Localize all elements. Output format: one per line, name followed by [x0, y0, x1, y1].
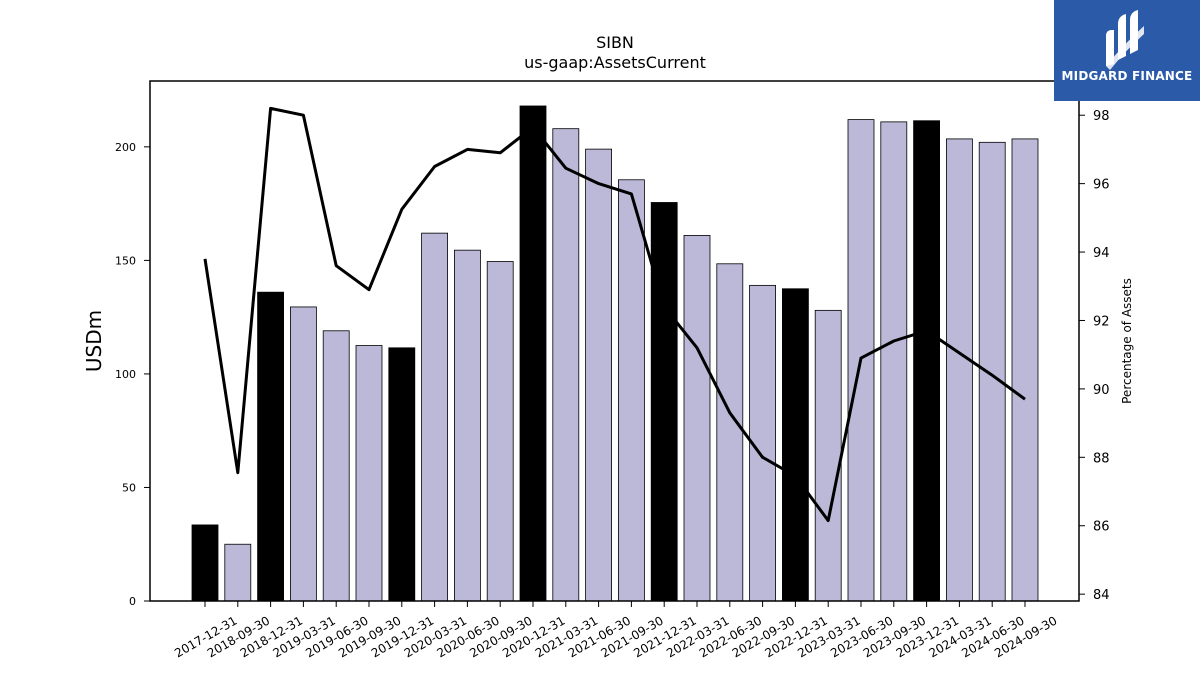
y2-axis-label: Percentage of Assets: [1120, 278, 1134, 404]
x-axis: 2017-12-312018-09-302018-12-312019-03-31…: [172, 601, 1060, 660]
y2-tick-label: 92: [1093, 314, 1110, 329]
y-axis-label: USDm: [82, 310, 106, 372]
brand-logo: MIDGARD FINANCE: [1054, 0, 1200, 101]
bar-2023-03-31: [814, 309, 842, 602]
bar-2023-09-30: [880, 121, 908, 602]
bar-2018-09-30: [224, 543, 252, 602]
bar-2022-03-31: [683, 235, 711, 602]
y-tick-label: 50: [122, 481, 136, 494]
plot-frame: [149, 80, 1080, 602]
bar-2021-06-30: [585, 148, 612, 602]
y2-tick-label: 84: [1093, 588, 1110, 603]
left-axis: 0 50 100 150 200: [115, 141, 150, 608]
y-tick-label: 100: [115, 368, 136, 381]
bar-2024-06-30: [978, 141, 1006, 602]
bar-2019-06-30: [322, 330, 350, 602]
logo-text: MIDGARD FINANCE: [1061, 69, 1193, 83]
bar-2024-03-31: [946, 138, 973, 602]
bar-2020-12-31: [519, 105, 547, 602]
bar-2022-06-30: [716, 263, 744, 602]
bar-2020-03-31: [421, 232, 449, 602]
logo-mark-icon: [1106, 10, 1144, 70]
bar-2019-12-31: [388, 347, 416, 602]
bar-2021-12-31: [650, 202, 678, 602]
bar-2021-03-31: [552, 128, 580, 602]
bar-2017-12-31: [191, 524, 219, 602]
percentage-line: [203, 106, 1026, 523]
y2-tick-label: 98: [1093, 109, 1110, 124]
bar-2019-09-30: [355, 345, 383, 602]
bar-2020-06-30: [453, 249, 481, 602]
y2-tick-label: 86: [1093, 520, 1110, 535]
bar-2022-12-31: [782, 288, 809, 602]
bar-2021-09-30: [618, 179, 645, 602]
chart-subtitle: us-gaap:AssetsCurrent: [524, 53, 706, 72]
y2-tick-label: 94: [1093, 246, 1110, 261]
y2-tick-label: 96: [1093, 178, 1110, 193]
line-group: [203, 106, 1026, 523]
y-tick-label: 0: [129, 595, 136, 608]
y-tick-label: 150: [115, 254, 136, 267]
y-tick-label: 200: [115, 141, 136, 154]
bar-2024-09-30: [1011, 138, 1039, 602]
right-axis: 84 86 88 90 92 94 96 98: [1079, 109, 1110, 603]
bar-2019-03-31: [289, 306, 317, 602]
chart-title: SIBN: [596, 33, 634, 52]
bar-2018-12-31: [257, 291, 285, 602]
bar-2020-09-30: [486, 261, 514, 602]
y2-tick-label: 88: [1093, 451, 1110, 466]
y2-tick-label: 90: [1093, 383, 1110, 398]
bar-group: [191, 105, 1039, 602]
bar-2023-12-31: [913, 120, 940, 602]
